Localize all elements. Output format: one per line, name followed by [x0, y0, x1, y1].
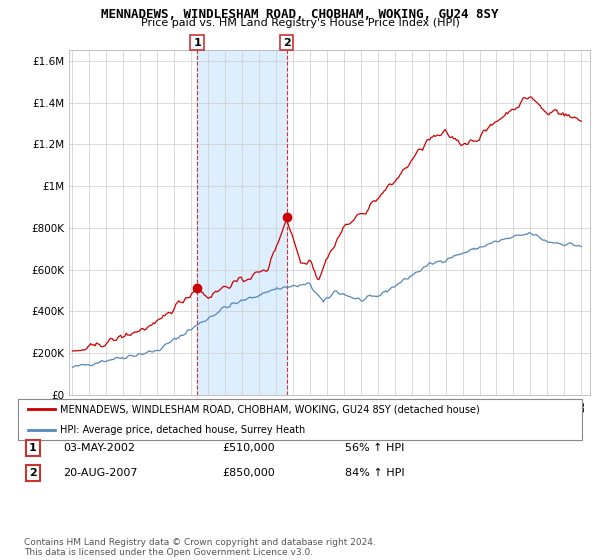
Text: MENNADEWS, WINDLESHAM ROAD, CHOBHAM, WOKING, GU24 8SY (detached house): MENNADEWS, WINDLESHAM ROAD, CHOBHAM, WOK… — [60, 404, 480, 414]
Text: 2: 2 — [283, 38, 290, 48]
FancyBboxPatch shape — [18, 399, 582, 440]
Text: 20-AUG-2007: 20-AUG-2007 — [63, 468, 137, 478]
Text: £850,000: £850,000 — [222, 468, 275, 478]
Text: 03-MAY-2002: 03-MAY-2002 — [63, 443, 135, 453]
Text: 84% ↑ HPI: 84% ↑ HPI — [345, 468, 404, 478]
Text: Contains HM Land Registry data © Crown copyright and database right 2024.
This d: Contains HM Land Registry data © Crown c… — [24, 538, 376, 557]
Text: 2: 2 — [29, 468, 37, 478]
Text: 1: 1 — [193, 38, 201, 48]
Text: 1: 1 — [29, 443, 37, 453]
Text: HPI: Average price, detached house, Surrey Heath: HPI: Average price, detached house, Surr… — [60, 424, 305, 435]
Text: Price paid vs. HM Land Registry's House Price Index (HPI): Price paid vs. HM Land Registry's House … — [140, 18, 460, 28]
Bar — [197, 50, 287, 395]
Text: £510,000: £510,000 — [222, 443, 275, 453]
Text: MENNADEWS, WINDLESHAM ROAD, CHOBHAM, WOKING, GU24 8SY: MENNADEWS, WINDLESHAM ROAD, CHOBHAM, WOK… — [101, 8, 499, 21]
Text: 56% ↑ HPI: 56% ↑ HPI — [345, 443, 404, 453]
